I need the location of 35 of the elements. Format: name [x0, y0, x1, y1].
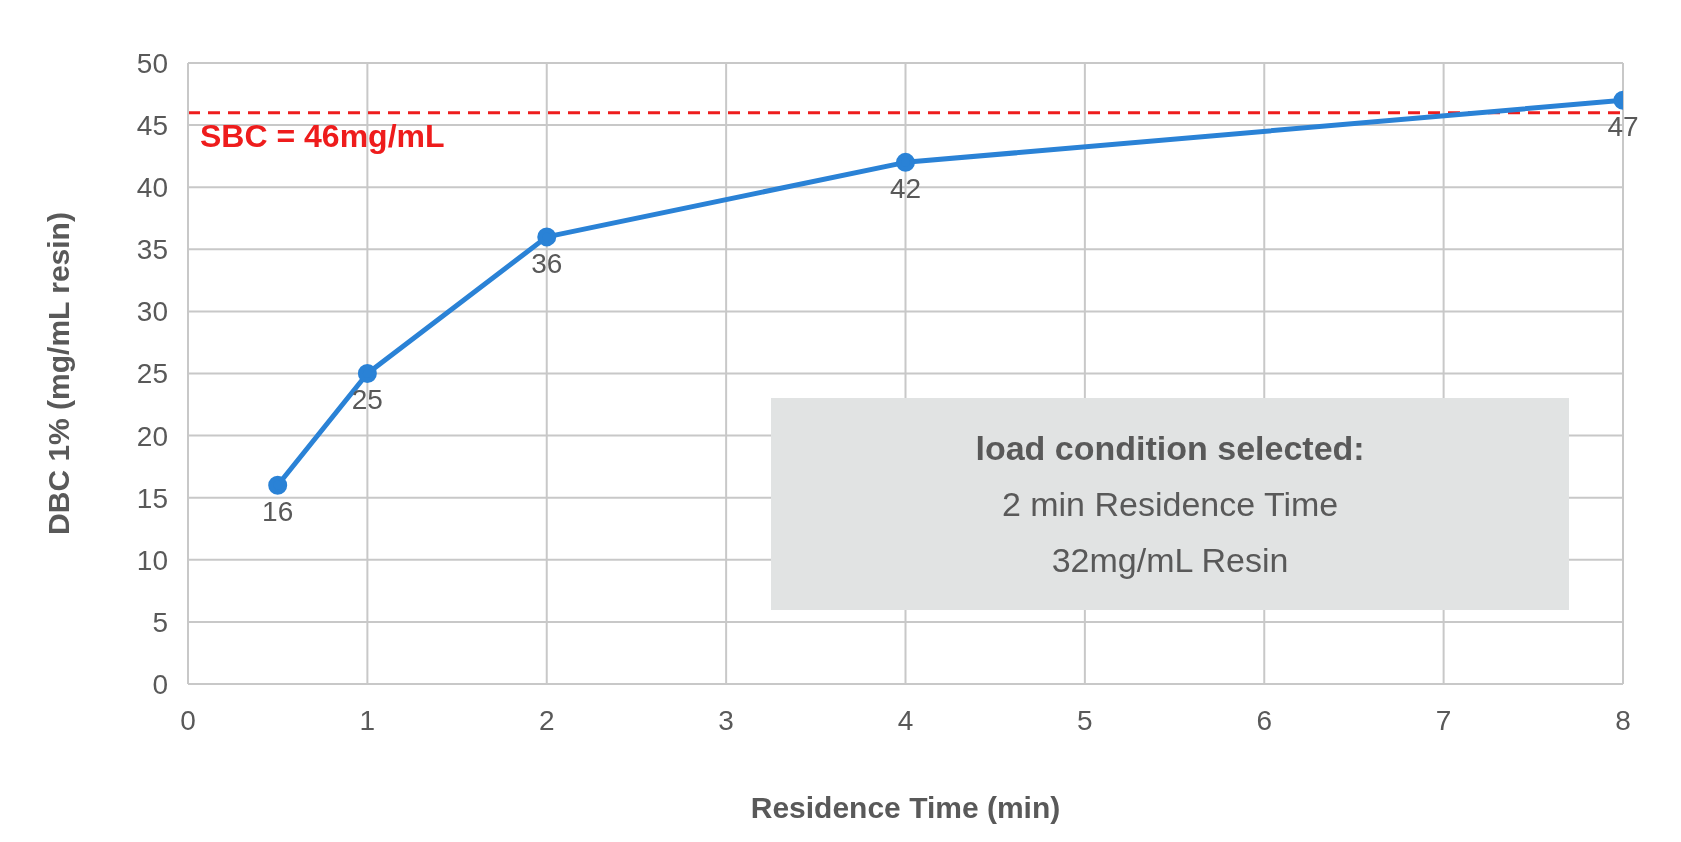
y-tick-label: 30: [136, 296, 168, 328]
point: [357, 364, 377, 383]
data-label: 25: [351, 384, 383, 416]
x-tick-label: 0: [180, 704, 196, 736]
annotation: 32mg/mL Resin: [1050, 540, 1290, 582]
data-label: 47: [1607, 111, 1639, 143]
y-tick-label: 50: [136, 47, 168, 79]
x-tick-label: 3: [718, 704, 734, 736]
data-label: 36: [531, 247, 563, 279]
y-tick-label: 5: [152, 606, 168, 638]
y-tick-label: 35: [136, 234, 168, 266]
x-axis-title: Residence Time (min): [750, 791, 1061, 824]
data-label: 16: [262, 496, 294, 528]
y-tick-label: 0: [152, 668, 168, 700]
x-tick-label: 5: [1077, 704, 1093, 736]
y-tick-label: 25: [136, 358, 168, 390]
note-box: load condition selected: 2 min Residence Time 32mg/mL Resin: [770, 398, 1570, 611]
x-tick-label: 4: [897, 704, 914, 736]
y-tick-label: 45: [136, 110, 168, 142]
y-tick-label: 20: [136, 420, 168, 452]
x-tick-label: 2: [538, 704, 555, 736]
x-tick-label: 8: [1615, 704, 1631, 736]
x-tick-label: 7: [1435, 704, 1452, 736]
y-tick-label: 10: [136, 544, 168, 576]
data-label: 42: [889, 173, 922, 205]
annotation: 2 min Residence Time: [1000, 484, 1340, 526]
y-axis-title: DBC 1% (mg/mL resin): [41, 212, 75, 535]
y-tick-label: 40: [136, 172, 168, 204]
annotation: load condition selected:: [974, 428, 1366, 470]
x-tick-label: 6: [1256, 704, 1273, 736]
point: [268, 475, 288, 495]
ref-line-label: SBC = 46mg/mL: [200, 118, 445, 155]
y-tick-label: 15: [136, 482, 168, 514]
x-tick-label: 1: [359, 704, 376, 736]
point: [537, 227, 557, 247]
